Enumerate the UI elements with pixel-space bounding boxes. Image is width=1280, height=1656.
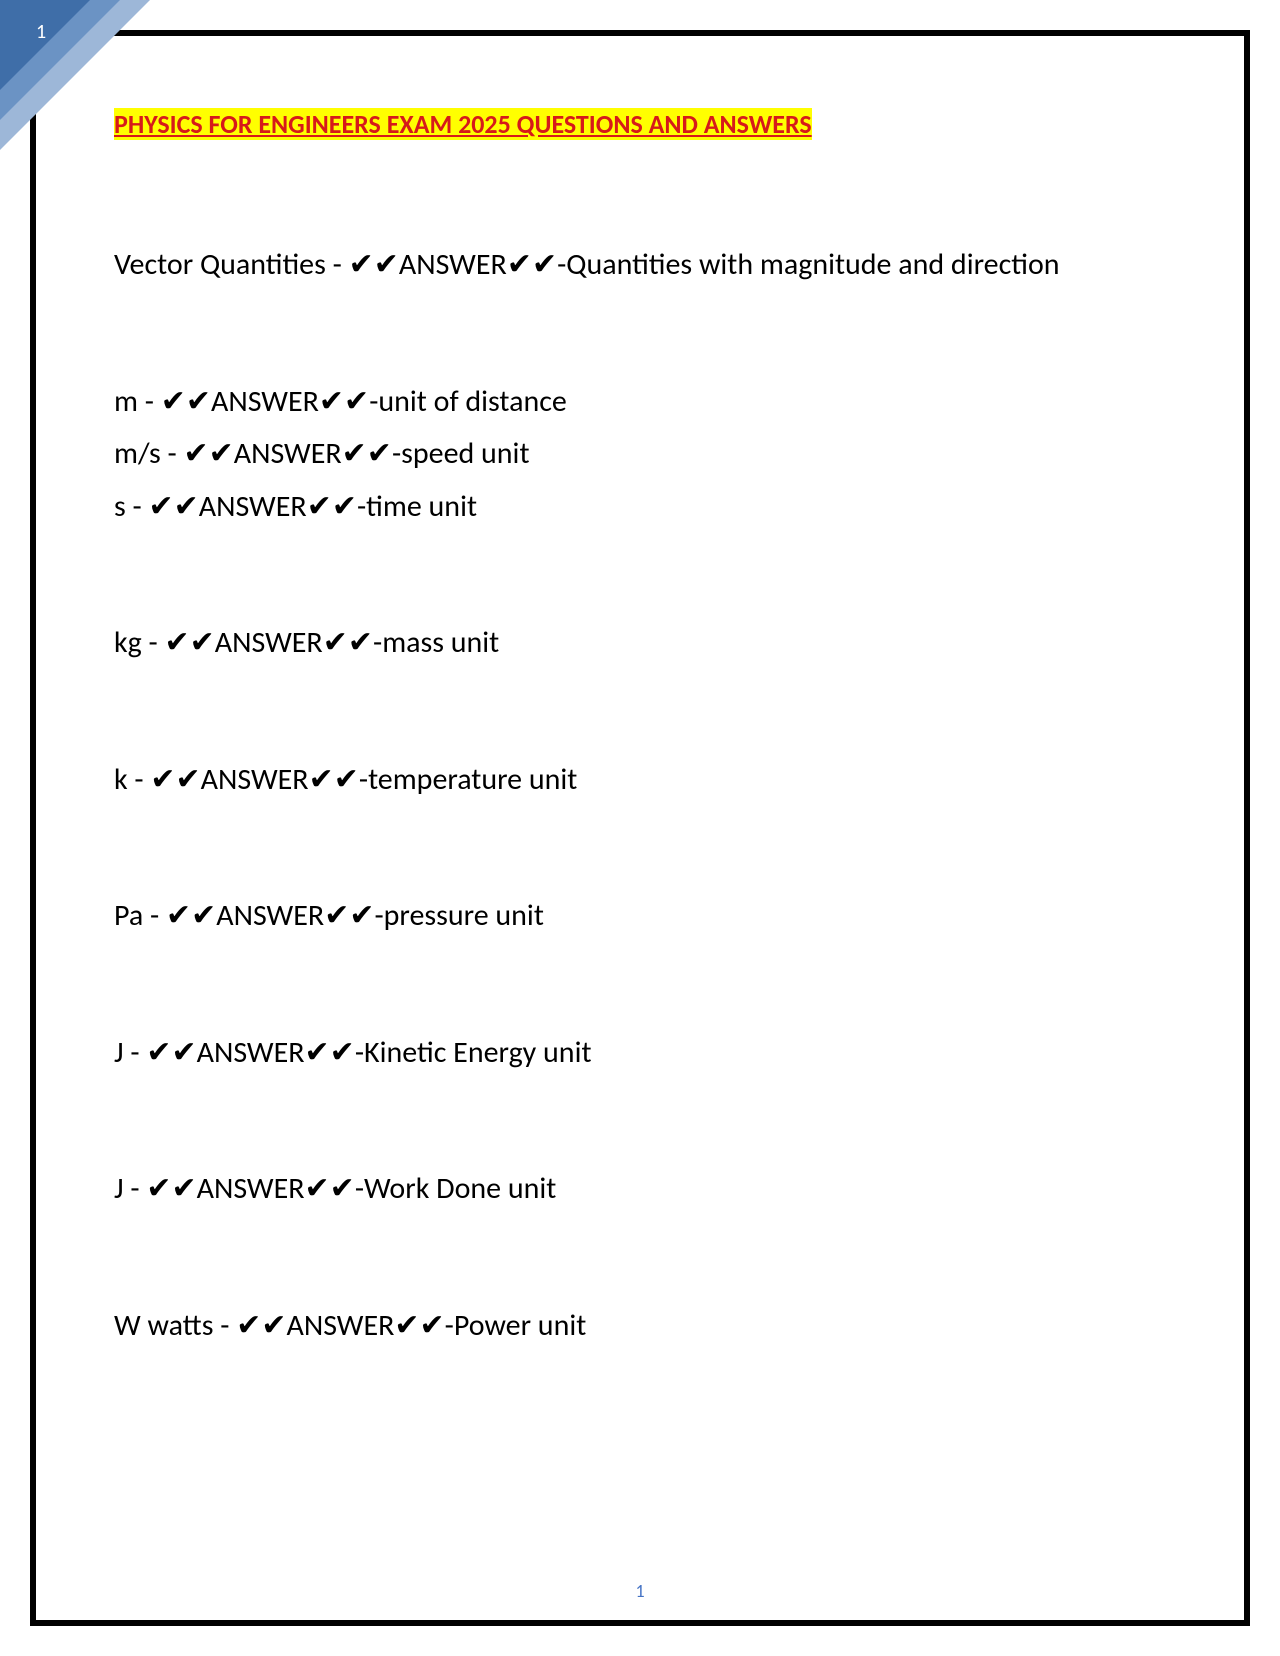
qa-answer: Quantities with magnitude and direction: [566, 246, 1059, 283]
qa-term: W watts: [114, 1307, 213, 1344]
qa-group: k - ✔✔ANSWER✔✔-temperature unit: [114, 757, 1166, 804]
corner-page-number: 1: [36, 20, 46, 44]
check-icon: ✔✔: [146, 1034, 196, 1071]
qa-line: Vector Quantities - ✔✔ANSWER✔✔-Quantitie…: [114, 242, 1166, 289]
qa-line: kg - ✔✔ANSWER✔✔-mass unit: [114, 620, 1166, 667]
check-icon: ✔✔: [323, 624, 373, 661]
qa-group: W watts - ✔✔ANSWER✔✔-Power unit: [114, 1303, 1166, 1350]
check-icon: ✔✔: [305, 1034, 355, 1071]
qa-group: m - ✔✔ANSWER✔✔-unit of distance m/s - ✔✔A…: [114, 379, 1166, 531]
qa-line: m/s - ✔✔ANSWER✔✔-speed unit: [114, 431, 1166, 478]
qa-line: J - ✔✔ANSWER✔✔-Kinetic Energy unit: [114, 1030, 1166, 1077]
check-icon: ✔✔: [342, 435, 392, 472]
check-icon: ✔✔: [307, 488, 357, 525]
qa-term: k: [114, 761, 128, 798]
qa-answer: temperature unit: [368, 761, 577, 798]
check-icon: ✔✔: [161, 383, 211, 420]
qa-term: J: [114, 1034, 124, 1071]
check-icon: ✔✔: [324, 897, 374, 934]
qa-term: Vector Quantities: [114, 246, 326, 283]
qa-term: m: [114, 383, 138, 420]
check-icon: ✔✔: [309, 761, 359, 798]
check-icon: ✔✔: [165, 624, 215, 661]
qa-group: kg - ✔✔ANSWER✔✔-mass unit: [114, 620, 1166, 667]
check-icon: ✔✔: [150, 761, 200, 798]
answer-label: ANSWER: [216, 897, 324, 934]
qa-line: W watts - ✔✔ANSWER✔✔-Power unit: [114, 1303, 1166, 1350]
footer-page-number: 1: [36, 1580, 1244, 1602]
answer-label: ANSWER: [211, 383, 319, 420]
check-icon: ✔✔: [183, 435, 233, 472]
qa-list: Vector Quantities - ✔✔ANSWER✔✔-Quantitie…: [114, 242, 1166, 1349]
check-icon: ✔✔: [305, 1170, 355, 1207]
qa-answer: Work Done unit: [364, 1170, 556, 1207]
check-icon: ✔✔: [166, 897, 216, 934]
answer-label: ANSWER: [197, 1170, 305, 1207]
answer-label: ANSWER: [234, 435, 342, 472]
qa-group: Pa - ✔✔ANSWER✔✔-pressure unit: [114, 893, 1166, 940]
check-icon: ✔✔: [394, 1307, 444, 1344]
check-icon: ✔✔: [148, 488, 198, 525]
qa-group: J - ✔✔ANSWER✔✔-Kinetic Energy unit: [114, 1030, 1166, 1077]
qa-line: m - ✔✔ANSWER✔✔-unit of distance: [114, 379, 1166, 426]
qa-term: Pa: [114, 897, 143, 934]
answer-label: ANSWER: [215, 624, 323, 661]
answer-label: ANSWER: [399, 246, 507, 283]
qa-line: J - ✔✔ANSWER✔✔-Work Done unit: [114, 1166, 1166, 1213]
qa-term: J: [114, 1170, 124, 1207]
qa-answer: pressure unit: [384, 897, 544, 934]
qa-answer: Kinetic Energy unit: [364, 1034, 592, 1071]
qa-answer: speed unit: [401, 435, 529, 472]
qa-answer: time unit: [366, 488, 477, 525]
qa-line: s - ✔✔ANSWER✔✔-time unit: [114, 484, 1166, 531]
answer-label: ANSWER: [286, 1307, 394, 1344]
check-icon: ✔✔: [319, 383, 369, 420]
page-title: PHYSICS FOR ENGINEERS EXAM 2025 QUESTION…: [114, 108, 812, 140]
qa-line: Pa - ✔✔ANSWER✔✔-pressure unit: [114, 893, 1166, 940]
qa-term: s: [114, 488, 126, 525]
qa-answer: unit of distance: [378, 383, 566, 420]
check-icon: ✔✔: [507, 246, 557, 283]
page-content: PHYSICS FOR ENGINEERS EXAM 2025 QUESTION…: [36, 36, 1244, 1620]
qa-answer: mass unit: [382, 624, 499, 661]
qa-group: J - ✔✔ANSWER✔✔-Work Done unit: [114, 1166, 1166, 1213]
check-icon: ✔✔: [146, 1170, 196, 1207]
qa-term: kg: [114, 624, 142, 661]
qa-line: k - ✔✔ANSWER✔✔-temperature unit: [114, 757, 1166, 804]
check-icon: ✔✔: [349, 246, 399, 283]
answer-label: ANSWER: [197, 1034, 305, 1071]
qa-group: Vector Quantities - ✔✔ANSWER✔✔-Quantitie…: [114, 242, 1166, 289]
qa-answer: Power unit: [454, 1307, 586, 1344]
corner-decoration: [0, 0, 150, 150]
answer-label: ANSWER: [199, 488, 307, 525]
qa-term: m/s: [114, 435, 161, 472]
check-icon: ✔✔: [236, 1307, 286, 1344]
answer-label: ANSWER: [201, 761, 309, 798]
